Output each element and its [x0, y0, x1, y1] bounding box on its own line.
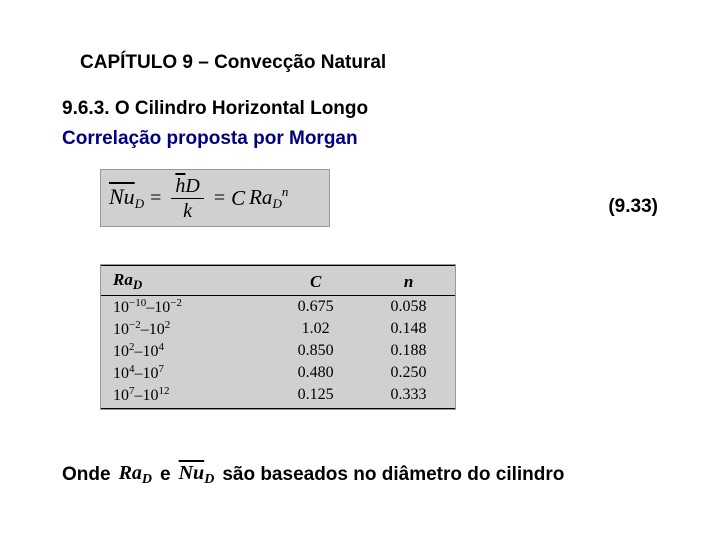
eq-Ra-sup: n: [282, 184, 289, 199]
table-row: 10−2–102 1.02 0.148: [101, 318, 455, 340]
equation-box: NuD = hD k = C RaDn: [100, 169, 330, 227]
eq-D: D: [185, 175, 199, 197]
chapter-title: CAPÍTULO 9 – Convecção Natural: [80, 52, 386, 74]
footer-text: são baseados no diâmetro do cilindro: [222, 464, 564, 486]
th-ra: RaD: [101, 266, 269, 296]
th-n: n: [362, 266, 455, 296]
table-row: 10−10–10−2 0.675 0.058: [101, 296, 455, 319]
eq-k: k: [183, 199, 192, 221]
eq-h: h: [175, 175, 185, 197]
table-row: 102–104 0.850 0.188: [101, 340, 455, 362]
th-c: C: [269, 266, 362, 296]
coefficients-table: RaD C n 10−10–10−2 0.675 0.058 10−2–102 …: [100, 264, 456, 410]
footer-line: Onde RaD e NuD são baseados no diâmetro …: [62, 462, 564, 488]
section-heading: 9.6.3. O Cilindro Horizontal Longo: [62, 98, 368, 120]
footer-e: e: [160, 464, 171, 486]
equation-number: (9.33): [608, 196, 658, 218]
table-row: 107–1012 0.125 0.333: [101, 384, 455, 409]
correlation-line: Correlação proposta por Morgan: [62, 128, 358, 150]
eq-C: C: [231, 186, 245, 211]
eq-fraction: hD k: [171, 176, 203, 221]
eq-Ra: Ra: [249, 185, 272, 209]
footer-nu: NuD: [179, 462, 215, 488]
footer-onde: Onde: [62, 464, 111, 486]
table-row: 104–107 0.480 0.250: [101, 362, 455, 384]
eq-nu-sub: D: [135, 196, 144, 211]
eq-nu: Nu: [109, 184, 135, 209]
footer-ra: RaD: [119, 462, 152, 488]
eq-Ra-sub: D: [272, 196, 281, 211]
